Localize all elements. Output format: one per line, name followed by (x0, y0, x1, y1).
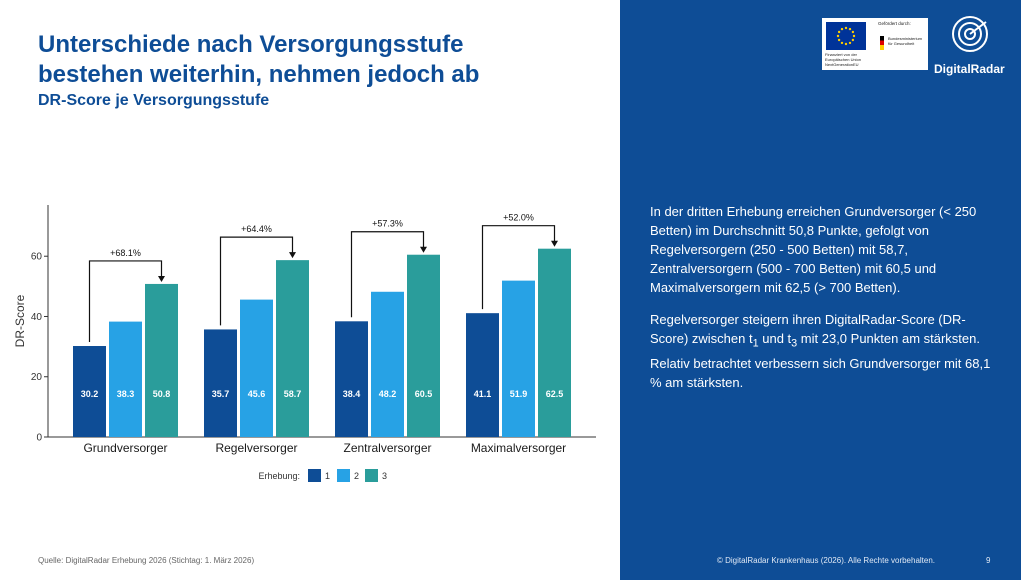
eu-funding-text: Finanziert von der Europäischen Union Ne… (825, 52, 862, 67)
change-annotation: +68.1% (110, 248, 141, 258)
y-tick-label: 0 (36, 433, 42, 444)
copyright-footer: © DigitalRadar Krankenhaus (2026). Alle … (717, 556, 936, 565)
slide-subtitle: DR-Score je Versorgungsstufe (38, 92, 270, 109)
legend-label: 2 (354, 471, 359, 481)
change-arrow-icon (158, 275, 165, 282)
change-bracket (481, 225, 556, 310)
bar (73, 346, 106, 437)
y-tick-label: 60 (31, 252, 43, 263)
bar (240, 299, 273, 437)
bar-value-label: 62.5 (546, 389, 564, 399)
y-tick-label: 20 (31, 372, 43, 383)
summary-text: In der dritten Erhebung erreichen Grundv… (650, 202, 995, 405)
bar-value-label: 58.7 (284, 389, 302, 399)
x-category-label: Maximalversorger (471, 441, 566, 455)
summary-p2-part3: mit 23,0 Punkten am stärksten. Relativ b… (650, 331, 991, 390)
legend-label: 3 (382, 471, 387, 481)
bar (145, 283, 178, 437)
bar-value-label: 41.1 (474, 389, 492, 399)
bar-value-label: 38.4 (343, 389, 361, 399)
eu-flag-icon (826, 22, 866, 50)
bar-value-label: 48.2 (379, 389, 397, 399)
x-category-label: Zentralversorger (343, 441, 431, 455)
y-axis-label: DR-Score (13, 294, 27, 347)
y-tick-label: 40 (31, 312, 43, 323)
funding-logo-box: Finanziert von der Europäischen Union Ne… (822, 18, 928, 70)
info-panel (620, 0, 1021, 580)
change-arrow-icon (420, 246, 427, 253)
change-bracket (219, 236, 294, 326)
legend-swatch (337, 469, 350, 482)
bar-value-label: 50.8 (153, 389, 171, 399)
brand-name: DigitalRadar (934, 62, 1005, 76)
bar-value-label: 30.2 (81, 389, 99, 399)
bar (407, 254, 440, 437)
slide-title: Unterschiede nach Versorgungsstufe beste… (38, 30, 608, 90)
summary-p2-part2: und t (758, 331, 792, 346)
bar (466, 313, 499, 437)
legend-swatch (365, 469, 378, 482)
change-bracket (88, 260, 163, 343)
change-arrow-icon (289, 252, 296, 259)
legend-label: 1 (325, 471, 330, 481)
change-annotation: +52.0% (503, 213, 534, 223)
change-annotation: +64.4% (241, 224, 272, 234)
change-bracket (350, 231, 425, 318)
bar (335, 321, 368, 437)
german-flag-icon (880, 36, 884, 50)
legend-swatch (308, 469, 321, 482)
title-line-2: bestehen weiterhin, nehmen jedoch ab (38, 61, 480, 88)
x-category-label: Grundversorger (83, 441, 167, 455)
bar-value-label: 45.6 (248, 389, 266, 399)
bar-value-label: 51.9 (510, 389, 528, 399)
bar (538, 248, 571, 437)
bar (109, 321, 142, 437)
summary-paragraph-1: In der dritten Erhebung erreichen Grundv… (650, 204, 977, 295)
subscript-t1: 1 (752, 337, 759, 350)
bar (276, 260, 309, 437)
funding-label: Gefördert durch: (878, 21, 911, 26)
digitalradar-logo-icon (950, 14, 990, 54)
bar (502, 280, 535, 437)
legend-title: Erhebung: (258, 471, 300, 481)
change-annotation: +57.3% (372, 219, 403, 229)
x-category-label: Regelversorger (215, 441, 297, 455)
subscript-t3: 3 (791, 337, 798, 350)
bar-value-label: 60.5 (415, 389, 433, 399)
source-note: Quelle: DigitalRadar Erhebung 2026 (Stic… (38, 556, 255, 565)
bar (204, 329, 237, 437)
title-line-1: Unterschiede nach Versorgungsstufe (38, 31, 464, 58)
bar (371, 291, 404, 437)
summary-p2-part1: Regelversorger steigern ihren DigitalRad… (650, 312, 966, 346)
bar-chart: 0 20 40 60 DR-Score 30.2 38.3 50.8 Grundversorge… (13, 205, 596, 482)
page-number: 9 (986, 556, 991, 565)
ministry-text: Bundesministerium für Gesundheit (888, 36, 923, 46)
bar-value-label: 35.7 (212, 389, 230, 399)
change-arrow-icon (551, 240, 558, 247)
summary-paragraph-2: Regelversorger steigern ihren DigitalRad… (650, 310, 995, 392)
bar-value-label: 38.3 (117, 389, 135, 399)
